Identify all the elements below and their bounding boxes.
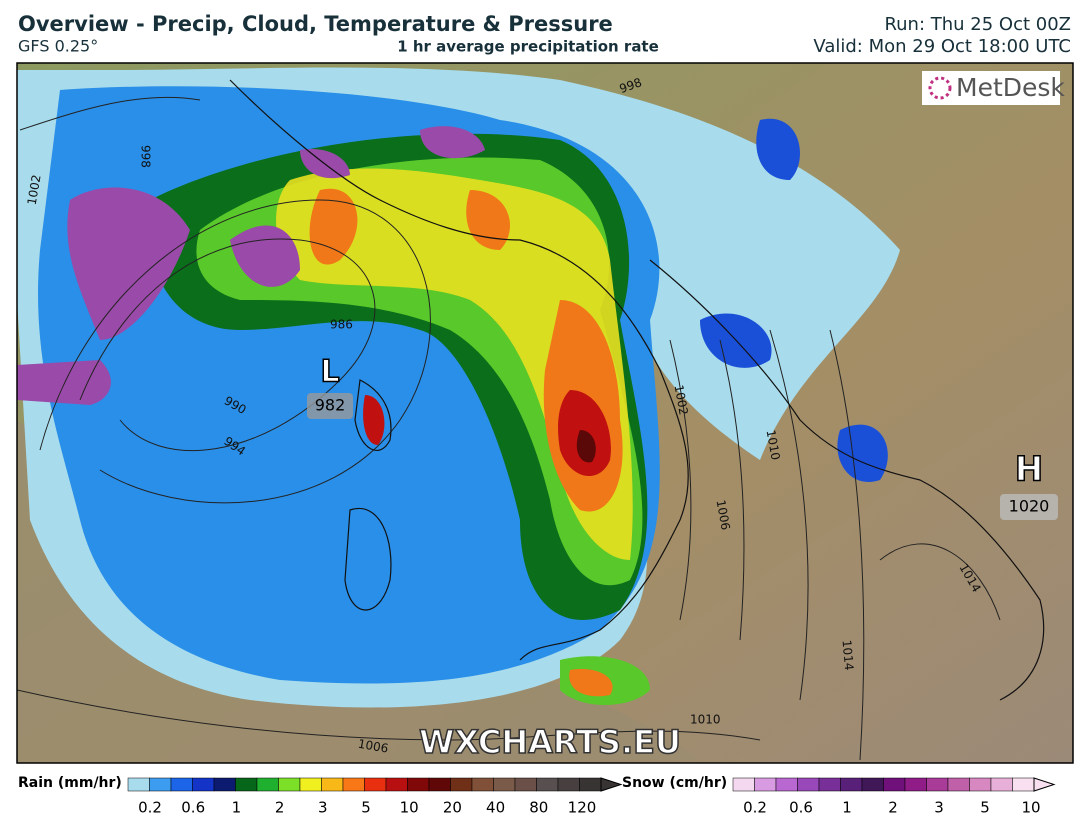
- tick-label: 1: [232, 799, 242, 817]
- tick-label: 0.6: [181, 799, 205, 817]
- color-swatch: [127, 777, 150, 792]
- watermark: WXCHARTS.EU: [419, 723, 681, 761]
- isobar-label: 998: [139, 145, 153, 168]
- color-swatch: [775, 777, 798, 792]
- color-swatch: [947, 777, 970, 792]
- color-swatch: [299, 777, 322, 792]
- tick-label: 0.2: [138, 799, 162, 817]
- tick-label: 120: [568, 799, 597, 817]
- valid: Valid: Mon 29 Oct 18:00 UTC: [813, 36, 1071, 57]
- color-swatch: [1012, 777, 1035, 792]
- color-swatch: [170, 777, 193, 792]
- map: 998 998 1002 986 990 994 1002 1010 1006 …: [17, 63, 1073, 763]
- tick-label: 5: [980, 799, 990, 817]
- tick-label: 3: [318, 799, 328, 817]
- tick-label: 20: [443, 799, 462, 817]
- tick-label: 1: [842, 799, 852, 817]
- color-swatch: [732, 777, 755, 792]
- tick-label: 10: [400, 799, 419, 817]
- colorbar-arrow: [1033, 777, 1056, 792]
- rain-legend-title: Rain (mm/hr): [18, 775, 122, 791]
- logo-box: [922, 71, 1060, 105]
- tick-label: 0.2: [743, 799, 767, 817]
- color-swatch: [579, 777, 602, 792]
- color-swatch: [364, 777, 387, 792]
- color-swatch: [818, 777, 841, 792]
- color-swatch: [213, 777, 236, 792]
- color-swatch: [557, 777, 580, 792]
- isobar-label: 1014: [840, 639, 857, 671]
- precip-orange: [309, 188, 623, 512]
- isobar-label: 1002: [25, 174, 44, 207]
- color-swatch: [840, 777, 863, 792]
- precip-darkred: [576, 430, 596, 463]
- precip-east: [700, 118, 888, 482]
- map-border: [16, 62, 1074, 764]
- snow-ticks: 0.2 0.6 1 2 3 5 10: [743, 799, 1040, 817]
- model: GFS 0.25°: [18, 37, 98, 56]
- logo: MetDesk: [956, 73, 1065, 102]
- isobar-label: 1002: [672, 384, 691, 417]
- tick-label: 5: [361, 799, 371, 817]
- colorbar-arrow: [600, 777, 623, 792]
- isobar-label: 1006: [357, 737, 390, 756]
- color-swatch: [990, 777, 1013, 792]
- logo-icon: [928, 76, 952, 100]
- snow-colorbar: [732, 777, 1056, 792]
- color-swatch: [797, 777, 820, 792]
- color-swatch: [514, 777, 537, 792]
- run: Run: Thu 25 Oct 00Z: [884, 14, 1071, 35]
- tick-label: 40: [486, 799, 505, 817]
- color-swatch: [493, 777, 516, 792]
- snow-areas: [17, 126, 485, 405]
- color-swatch: [754, 777, 777, 792]
- tick-label: 80: [529, 799, 548, 817]
- tick-label: 0.6: [789, 799, 813, 817]
- isobar-label: 1010: [690, 713, 721, 727]
- precip-yellow: [276, 168, 633, 560]
- tick-label: 2: [275, 799, 285, 817]
- high-box: [1000, 494, 1058, 520]
- snow-legend-title: Snow (cm/hr): [622, 775, 727, 791]
- color-swatch: [235, 777, 258, 792]
- tick-label: 3: [934, 799, 944, 817]
- low-symbol: L: [320, 355, 339, 390]
- color-swatch: [342, 777, 365, 792]
- precip-red: [363, 390, 611, 477]
- color-swatch: [256, 777, 279, 792]
- color-swatch: [450, 777, 473, 792]
- tick-label: 10: [1021, 799, 1040, 817]
- isobar-label: 1010: [764, 429, 783, 462]
- rain-colorbar: [127, 777, 623, 792]
- coastlines: [229, 79, 1045, 701]
- isobar-label: 1006: [714, 499, 733, 532]
- low-value: 982: [315, 396, 346, 415]
- color-swatch: [428, 777, 451, 792]
- color-swatch: [904, 777, 927, 792]
- isobars: [17, 96, 1001, 761]
- color-swatch: [407, 777, 430, 792]
- title: Overview - Precip, Cloud, Temperature & …: [18, 12, 613, 36]
- color-swatch: [969, 777, 992, 792]
- color-swatch: [385, 777, 408, 792]
- high-symbol: H: [1015, 450, 1043, 490]
- tick-label: 2: [888, 799, 898, 817]
- precip-sicily-core: [569, 669, 613, 697]
- high-value: 1020: [1009, 497, 1050, 516]
- color-swatch: [861, 777, 884, 792]
- color-swatch: [192, 777, 215, 792]
- color-swatch: [883, 777, 906, 792]
- color-swatch: [278, 777, 301, 792]
- low-box: [307, 393, 353, 419]
- isobar-label: 986: [330, 318, 353, 332]
- color-swatch: [471, 777, 494, 792]
- subtitle: 1 hr average precipitation rate: [397, 38, 659, 56]
- color-swatch: [926, 777, 949, 792]
- color-swatch: [536, 777, 559, 792]
- color-swatch: [321, 777, 344, 792]
- color-swatch: [149, 777, 172, 792]
- rain-ticks: 0.2 0.6 1 2 3 5 10 20 40 80 120: [138, 799, 596, 817]
